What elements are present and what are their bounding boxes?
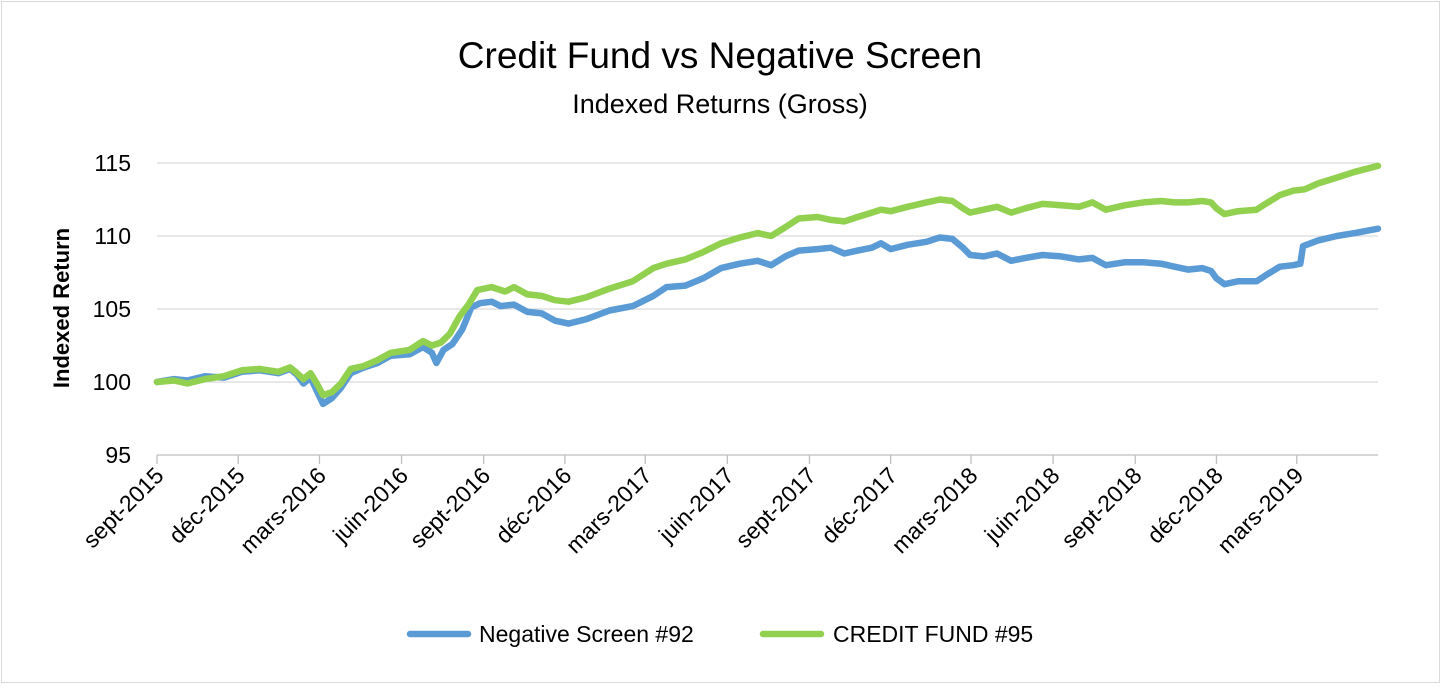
y-tick-label: 115 — [94, 150, 131, 176]
gridlines — [157, 162, 1378, 456]
legend-item: Negative Screen #92 — [406, 621, 694, 647]
y-axis-ticks: 95 100 105 110 115 — [93, 150, 131, 468]
y-tick-label: 110 — [94, 223, 131, 249]
y-tick-label: 100 — [93, 369, 131, 395]
series-lines — [153, 162, 1382, 408]
legend-item: CREDIT FUND #95 — [759, 621, 1033, 647]
y-tick-label: 105 — [93, 296, 131, 322]
series-line-2 — [153, 162, 1382, 399]
chart-subtitle: Indexed Returns (Gross) — [572, 89, 868, 119]
legend-label: CREDIT FUND #95 — [833, 621, 1033, 647]
legend: Negative Screen #92 CREDIT FUND #95 — [406, 621, 1033, 647]
y-tick-label: 95 — [105, 442, 131, 468]
y-axis-label: Indexed Return — [49, 228, 74, 388]
legend-label: Negative Screen #92 — [479, 621, 694, 647]
chart-title: Credit Fund vs Negative Screen — [458, 35, 982, 76]
